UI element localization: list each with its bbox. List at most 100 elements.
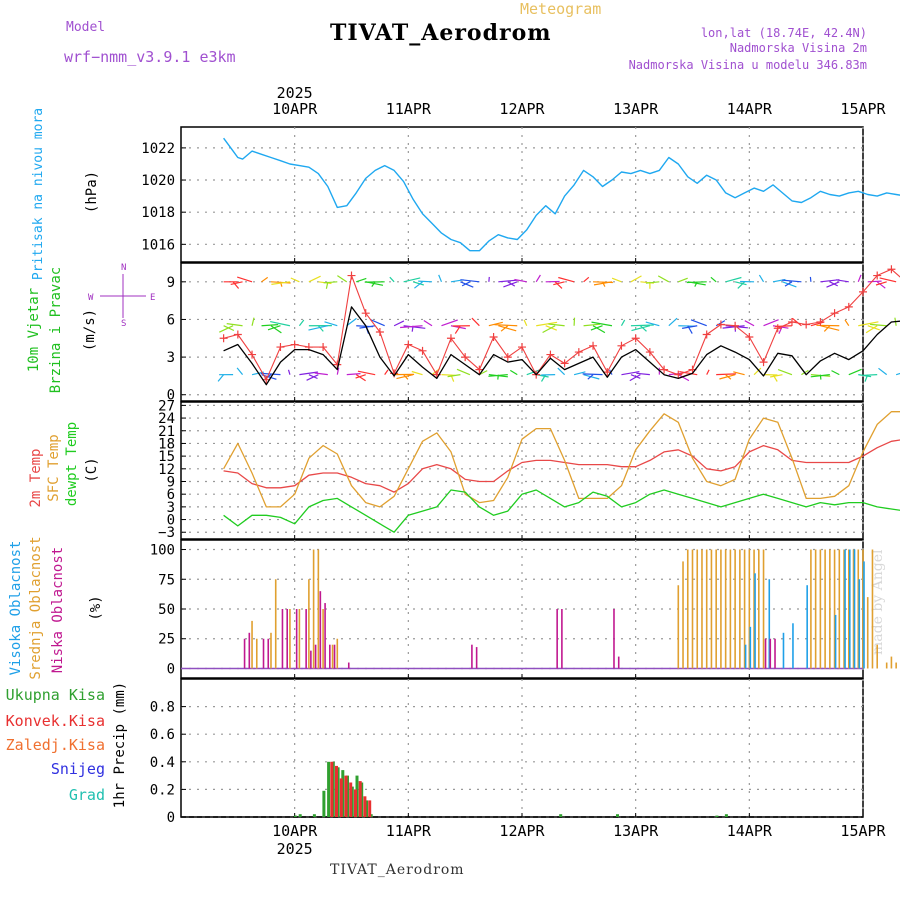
wind-vector: [217, 374, 225, 382]
wind-vector: [418, 280, 433, 283]
y-tick-label: 0: [167, 661, 175, 677]
wind-vector: [590, 325, 603, 331]
wind-vector: [557, 367, 566, 376]
wind-gust-marker: [716, 320, 725, 329]
wind-vector: [500, 325, 509, 332]
wind-vector: [251, 317, 255, 326]
wind-vector: [317, 325, 324, 332]
y-tick-label: 24: [158, 411, 175, 427]
wind-vector: [438, 274, 443, 283]
wind-vector: [769, 374, 783, 378]
panel-frame-1: [180, 126, 864, 263]
pressure-title: Pritisak na nivou mora: [31, 108, 46, 280]
precip-unit-label: 1hr Precip (mm): [112, 682, 128, 808]
wind-gust-marker: [248, 350, 257, 359]
wind-vector: [323, 281, 338, 284]
y-tick-label: 9: [167, 275, 175, 291]
y-tick-label: 1018: [141, 205, 175, 221]
wind-vector: [826, 281, 840, 288]
wind-vector: [582, 373, 603, 376]
conv-precip-bar: [344, 775, 348, 817]
wind-vector: [722, 325, 745, 329]
wind-gust-marker: [276, 343, 285, 352]
low-cloud-label: Niska Oblacnost: [50, 547, 66, 673]
wind-vector: [553, 281, 565, 286]
wind-unit-label: (m/s): [82, 309, 98, 351]
wind-vector: [357, 370, 376, 376]
wind-vector: [611, 277, 622, 283]
wind-vector: [423, 319, 433, 327]
wind-vector: [573, 371, 586, 376]
wind-vector: [226, 323, 243, 327]
bottom-year-label: 2025: [277, 840, 313, 858]
wind-vector: [592, 325, 606, 334]
wind-gust-marker: [887, 265, 896, 274]
total-precip-bar: [724, 814, 728, 817]
wind-vector: [412, 281, 424, 286]
wind-gust-marker: [802, 320, 811, 329]
wind-vector: [542, 325, 556, 334]
wind-gust-marker: [773, 324, 782, 333]
cloud-unit-label: (%): [88, 595, 104, 620]
total-precip-bar: [350, 786, 354, 817]
top-day-label: 15APR: [840, 100, 886, 118]
wind-vector: [782, 281, 797, 288]
y-tick-label: 0: [167, 388, 175, 404]
wind-vector: [494, 324, 518, 327]
wind-gust-marker: [233, 330, 242, 339]
wind-dir-e: E: [150, 293, 155, 303]
wind-gust-marker: [603, 368, 612, 377]
wind-vector: [267, 325, 281, 331]
footer-station: TIVAT_Aerodrom: [330, 862, 465, 878]
wind-vector: [792, 317, 802, 327]
bottom-day-label: 11APR: [386, 822, 432, 840]
panel-frame-4: [180, 539, 864, 679]
wind-vector: [831, 370, 840, 376]
wind-vector: [706, 369, 710, 375]
wind-vector: [686, 281, 707, 284]
y-tick-label: 18: [158, 436, 175, 452]
wind-vector: [232, 281, 240, 289]
wind-vector: [629, 374, 641, 382]
panel-frame-5: [180, 678, 864, 818]
wind-vector: [737, 281, 746, 289]
wind-vector: [554, 281, 563, 289]
wind-gust-marker: [645, 348, 654, 357]
wind-vector: [523, 319, 528, 326]
pressure-line: [223, 137, 900, 252]
wind-vector: [719, 374, 736, 380]
bottom-day-label: 15APR: [840, 822, 886, 840]
y-tick-label: 1022: [141, 141, 175, 157]
wind-vector: [725, 276, 742, 283]
wind-vector: [346, 317, 357, 327]
wind-gust-marker: [702, 330, 711, 339]
wind-vector: [820, 325, 840, 331]
wind-vector: [369, 318, 385, 327]
wind-vector: [396, 374, 414, 380]
wind-title-1: 10m Vjetar: [26, 288, 42, 372]
wind-vector: [260, 372, 281, 376]
conv-precip-bar: [368, 800, 372, 817]
wind-vector: [679, 371, 698, 376]
wind-vector: [753, 367, 762, 376]
total-precip-bar: [293, 815, 297, 817]
bottom-day-label: 10APR: [272, 822, 318, 840]
y-tick-label: 75: [158, 572, 175, 588]
top-day-label: 13APR: [613, 100, 659, 118]
wind-gust-marker: [361, 309, 370, 318]
elevation-label: Nadmorska Visina 2m: [729, 41, 867, 55]
wind-vector: [503, 281, 518, 288]
wind-vector: [261, 276, 269, 283]
wind-vector: [441, 319, 458, 327]
wind-vector: [403, 325, 426, 329]
wind-vector: [414, 281, 423, 289]
wind-gust-marker: [745, 333, 754, 342]
wind-gust-marker: [347, 271, 356, 280]
y-tick-label: 9: [167, 474, 175, 490]
wind-vector: [400, 325, 423, 329]
wind-vector: [236, 367, 244, 376]
wind-vector: [876, 281, 886, 289]
temp-unit-label: (C): [84, 457, 100, 482]
wind-vector: [298, 319, 305, 327]
